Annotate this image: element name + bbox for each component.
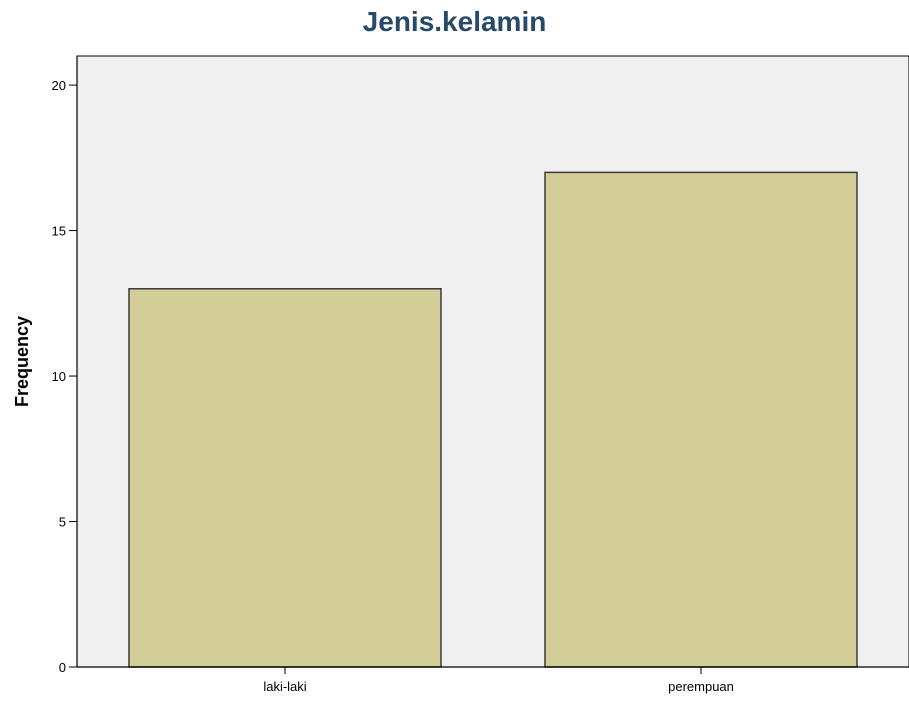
bar-perempuan [544, 171, 858, 668]
y-tick-label: 0 [59, 660, 66, 675]
bars [128, 171, 858, 668]
x-tick-label: laki-laki [263, 679, 306, 694]
bar-laki-laki [128, 288, 442, 668]
y-axis-label: Frequency [12, 316, 32, 407]
x-tick-label: perempuan [668, 679, 734, 694]
y-tick-label: 10 [52, 369, 66, 384]
chart-title: Jenis.kelamin [362, 6, 547, 37]
y-tick-label: 15 [52, 224, 66, 239]
y-ticks: 0 5 10 15 20 [52, 78, 77, 675]
y-tick-label: 5 [59, 515, 66, 530]
y-tick-label: 20 [52, 78, 66, 93]
x-ticks: laki-laki perempuan [263, 667, 734, 694]
